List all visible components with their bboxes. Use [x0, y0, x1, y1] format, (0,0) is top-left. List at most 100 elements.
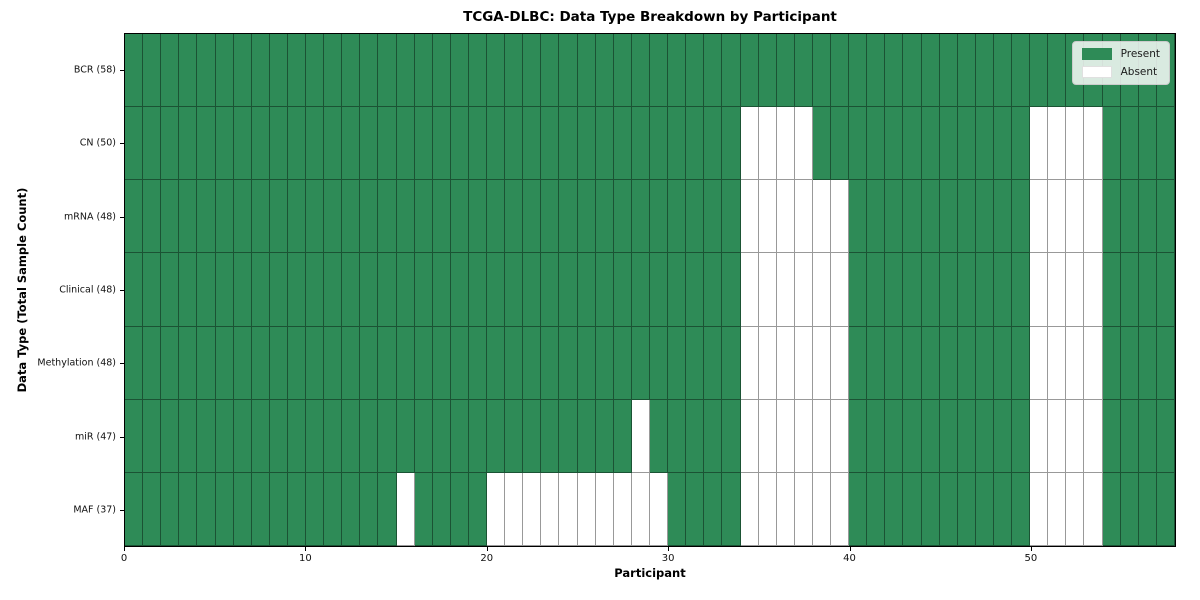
- heatmap-cell: [613, 399, 632, 473]
- heatmap-cell: [233, 107, 252, 181]
- heatmap-cell: [414, 472, 433, 546]
- heatmap-cell: [179, 399, 198, 473]
- heatmap-cell: [1048, 399, 1067, 473]
- heatmap-cell: [541, 107, 560, 181]
- heatmap-cell: [324, 326, 343, 400]
- heatmap-cell: [577, 107, 596, 181]
- heatmap-cell: [197, 326, 216, 400]
- heatmap-cell: [650, 180, 669, 254]
- heatmap-cell: [903, 34, 922, 108]
- heatmap-cell: [595, 107, 614, 181]
- y-tick-label: mRNA (48): [64, 211, 116, 223]
- heatmap-cell: [1102, 253, 1121, 327]
- heatmap-cell: [215, 253, 234, 327]
- heatmap-cell: [360, 253, 379, 327]
- heatmap-cell: [287, 472, 307, 546]
- heatmap-cell: [360, 326, 379, 400]
- heatmap-cell: [161, 180, 180, 254]
- x-tick-mark: [486, 547, 488, 551]
- heatmap-cell: [613, 107, 632, 181]
- heatmap-cell: [1048, 253, 1067, 327]
- heatmap-cell: [867, 34, 886, 108]
- heatmap-cell: [396, 34, 415, 108]
- heatmap-cell: [450, 399, 469, 473]
- heatmap-cell: [631, 472, 650, 546]
- heatmap-cell: [1120, 253, 1139, 327]
- heatmap-cell: [885, 472, 904, 546]
- legend-absent-swatch: [1081, 66, 1112, 78]
- heatmap-cell: [269, 472, 288, 546]
- heatmap-cell: [776, 180, 795, 254]
- x-tick-mark: [849, 547, 851, 551]
- heatmap-cell: [650, 34, 669, 108]
- heatmap-cell: [450, 107, 469, 181]
- heatmap-cell: [1138, 180, 1157, 254]
- heatmap-cell: [993, 34, 1013, 108]
- heatmap-cell: [921, 326, 940, 400]
- heatmap-cell: [432, 180, 451, 254]
- heatmap-cell: [993, 326, 1013, 400]
- heatmap-cell: [523, 326, 542, 400]
- heatmap-cell: [1048, 34, 1067, 108]
- heatmap-cell: [1120, 326, 1139, 400]
- heatmap-cell: [1012, 180, 1031, 254]
- heatmap-cell: [758, 472, 777, 546]
- heatmap-row: [125, 34, 1175, 108]
- heatmap-cell: [197, 34, 216, 108]
- heatmap-cell: [1012, 472, 1031, 546]
- heatmap-cell: [1102, 326, 1121, 400]
- heatmap-cell: [650, 253, 669, 327]
- heatmap-cell: [903, 253, 922, 327]
- heatmap-cell: [776, 399, 795, 473]
- heatmap-cell: [505, 180, 524, 254]
- heatmap-cell: [287, 253, 307, 327]
- heatmap-cell: [360, 107, 379, 181]
- heatmap-cell: [378, 34, 397, 108]
- heatmap-cell: [939, 107, 958, 181]
- heatmap-row: [125, 107, 1175, 181]
- y-tick-mark: [120, 510, 124, 512]
- heatmap-cell: [758, 253, 777, 327]
- heatmap-cell: [1084, 472, 1103, 546]
- heatmap-cell: [468, 253, 488, 327]
- heatmap-cell: [957, 34, 976, 108]
- heatmap-cell: [233, 326, 252, 400]
- heatmap-cell: [1066, 180, 1085, 254]
- heatmap-cell: [722, 34, 741, 108]
- heatmap-cell: [143, 180, 162, 254]
- heatmap-cell: [831, 253, 850, 327]
- heatmap-cell: [577, 399, 596, 473]
- heatmap-cell: [577, 34, 596, 108]
- heatmap-cell: [559, 34, 578, 108]
- heatmap-cell: [631, 107, 650, 181]
- heatmap-cell: [939, 34, 958, 108]
- heatmap-cell: [1156, 326, 1175, 400]
- heatmap-cell: [487, 472, 506, 546]
- heatmap-cell: [559, 107, 578, 181]
- heatmap-cell: [993, 472, 1013, 546]
- heatmap-cell: [125, 107, 144, 181]
- heatmap-cell: [849, 472, 868, 546]
- heatmap-cell: [179, 34, 198, 108]
- heatmap-cell: [704, 34, 723, 108]
- legend-absent-label: Absent: [1120, 66, 1158, 78]
- y-tick-label: Methylation (48): [37, 357, 116, 369]
- heatmap-cell: [233, 180, 252, 254]
- heatmap-cell: [885, 107, 904, 181]
- heatmap-cell: [468, 326, 488, 400]
- heatmap-cell: [1012, 326, 1031, 400]
- heatmap-cell: [885, 326, 904, 400]
- heatmap-cell: [668, 399, 687, 473]
- heatmap-cell: [668, 180, 687, 254]
- heatmap-cell: [143, 472, 162, 546]
- heatmap-cell: [432, 34, 451, 108]
- heatmap-cell: [378, 472, 397, 546]
- heatmap-cell: [197, 253, 216, 327]
- heatmap-cell: [631, 180, 650, 254]
- heatmap-cell: [704, 107, 723, 181]
- heatmap-cell: [1012, 34, 1031, 108]
- heatmap-cell: [414, 253, 433, 327]
- heatmap-cell: [885, 180, 904, 254]
- heatmap-cell: [1030, 180, 1049, 254]
- heatmap-cell: [487, 399, 506, 473]
